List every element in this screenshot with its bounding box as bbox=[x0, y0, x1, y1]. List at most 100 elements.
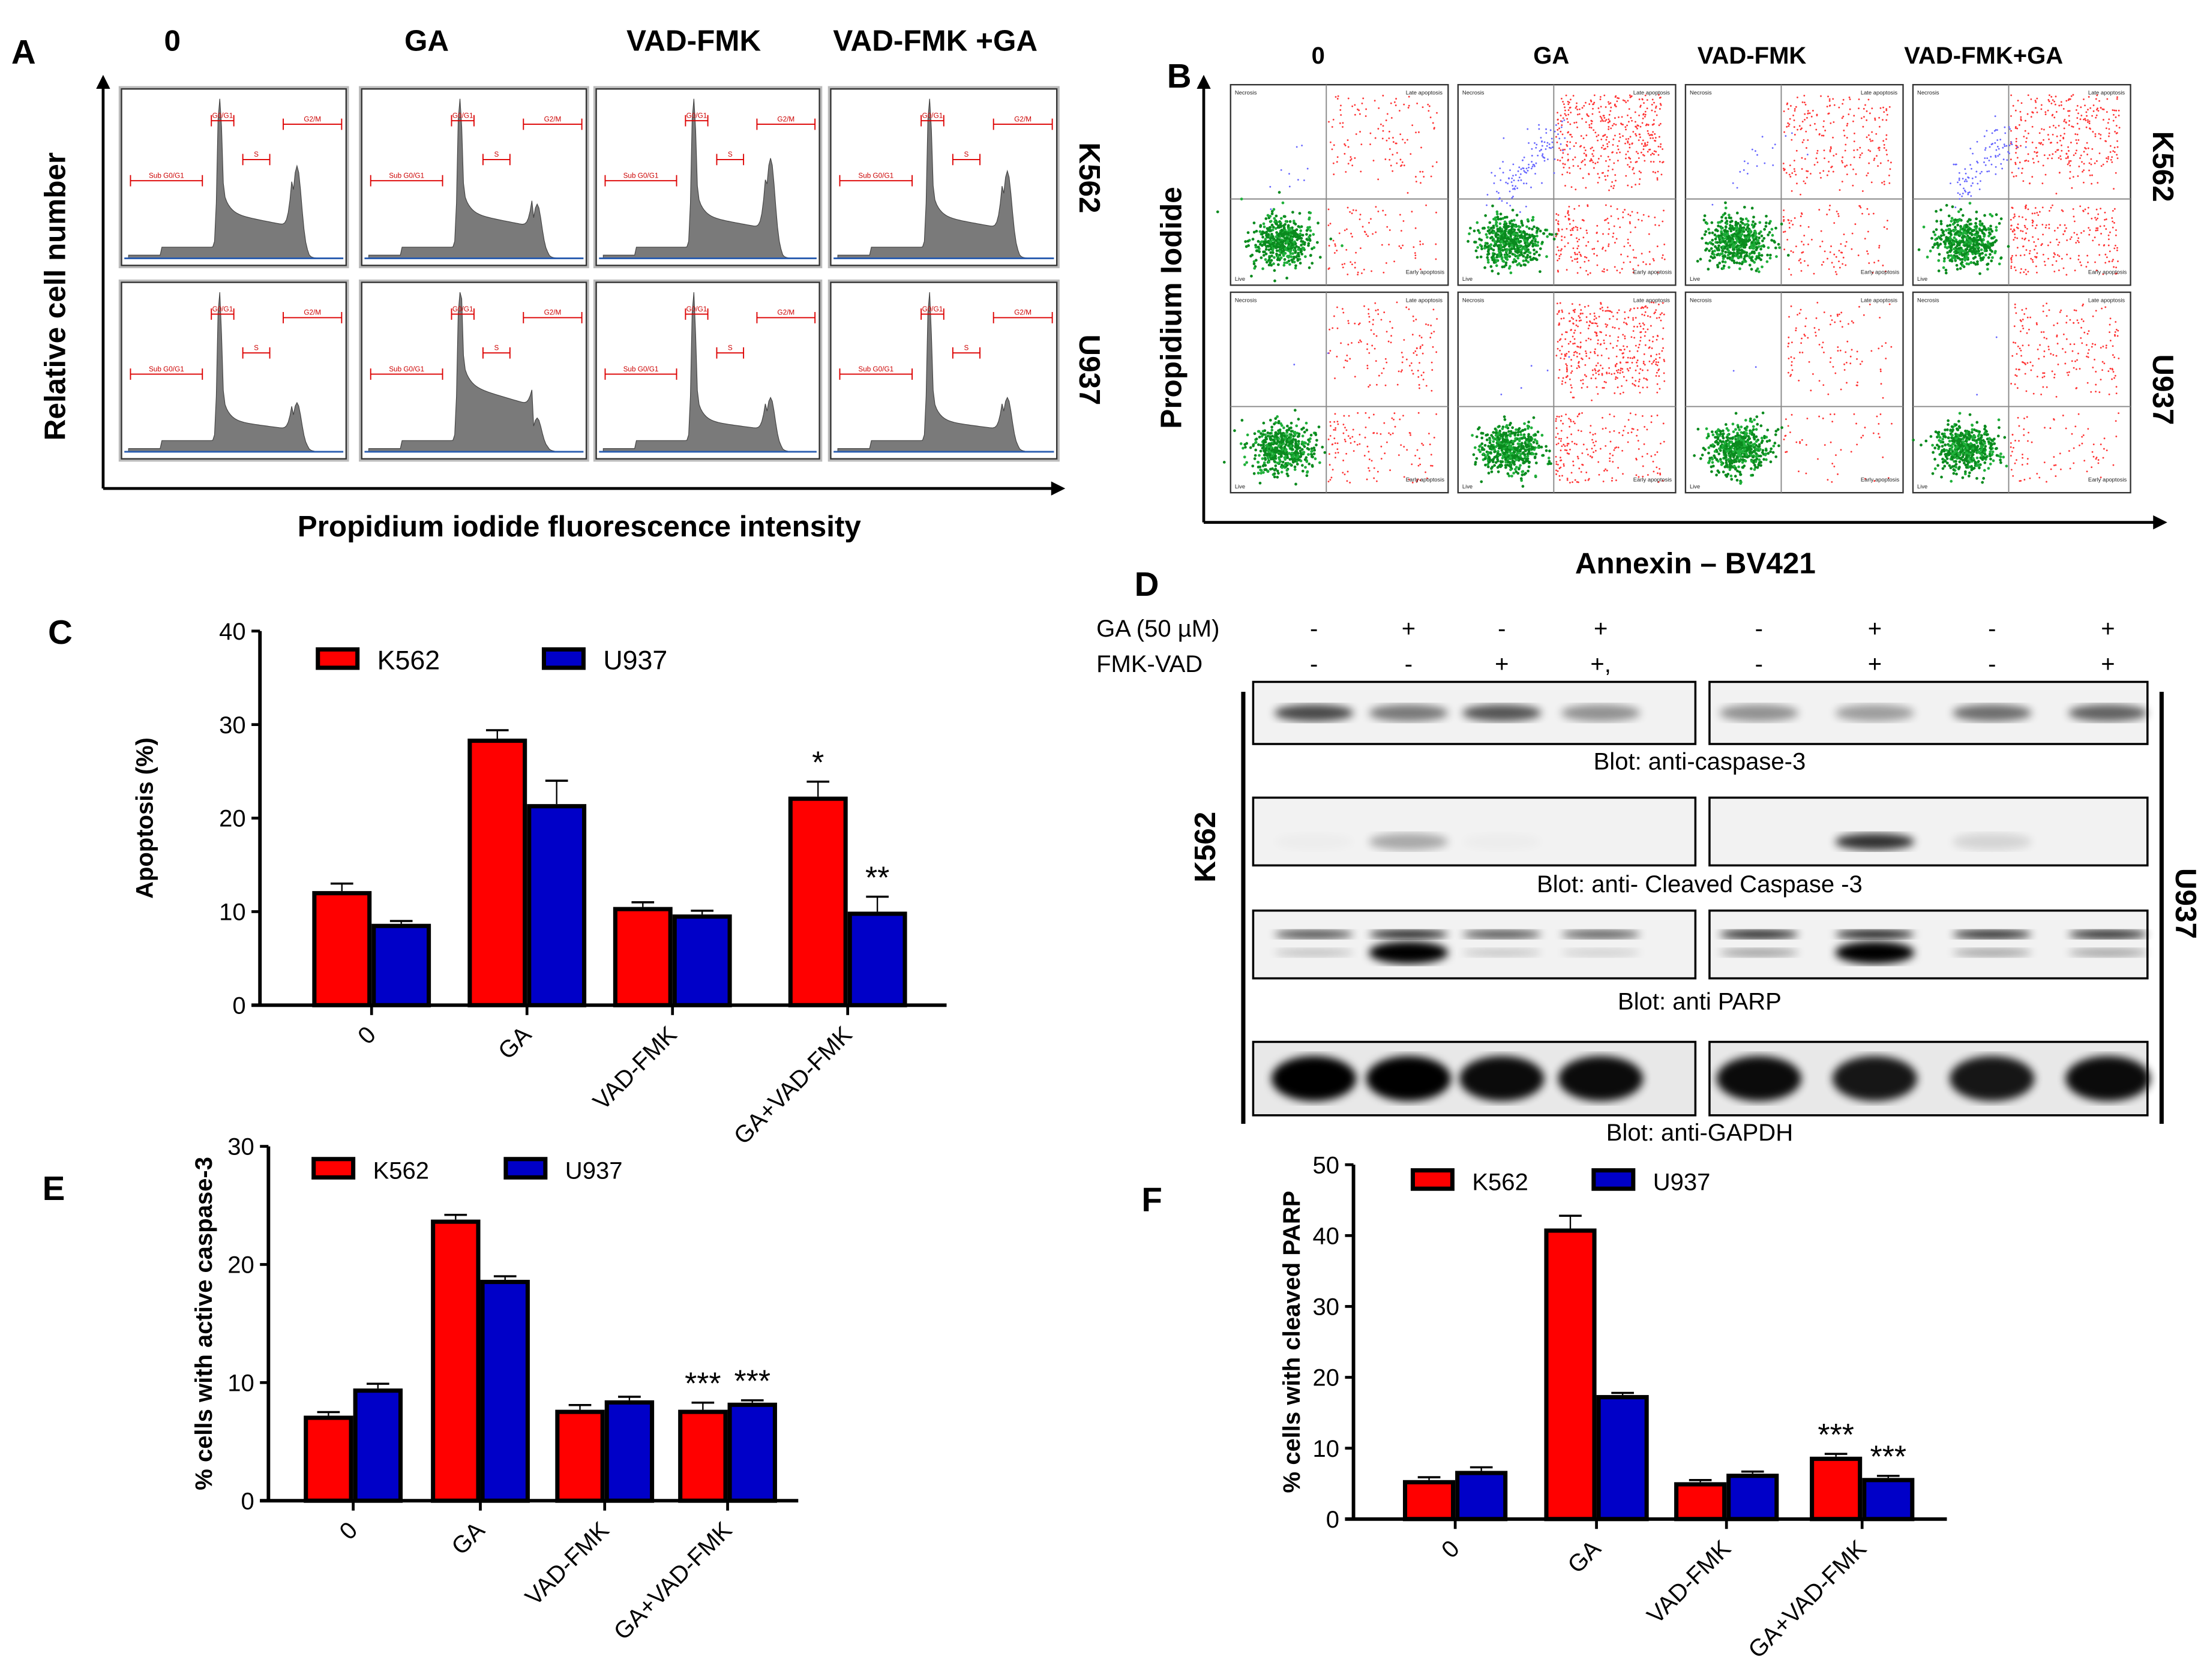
gate-label: Sub G0/G1 bbox=[858, 365, 893, 373]
gate-label: Sub G0/G1 bbox=[623, 172, 659, 179]
late-apoptosis-dot bbox=[1635, 121, 1636, 123]
live-cell-dot bbox=[1251, 238, 1255, 241]
early-apoptosis-dot bbox=[1328, 267, 1330, 269]
early-apoptosis-dot bbox=[2016, 237, 2019, 239]
live-cell-dot bbox=[1717, 224, 1720, 227]
late-apoptosis-dot bbox=[1403, 339, 1405, 341]
late-apoptosis-dot bbox=[1657, 145, 1660, 148]
early-apoptosis-dot bbox=[1582, 236, 1585, 239]
early-apoptosis-dot bbox=[1585, 256, 1588, 259]
live-cell-dot bbox=[1292, 220, 1296, 223]
early-apoptosis-dot bbox=[1654, 224, 1657, 226]
live-cell-dot bbox=[1743, 255, 1747, 258]
early-apoptosis-dot bbox=[1790, 220, 1792, 222]
late-apoptosis-dot bbox=[1801, 168, 1803, 170]
late-apoptosis-dot bbox=[2031, 176, 2034, 178]
necrosis-dot bbox=[1551, 137, 1553, 140]
early-apoptosis-dot bbox=[1842, 256, 1845, 259]
early-apoptosis-dot bbox=[2027, 208, 2029, 211]
live-cell-dot bbox=[1294, 442, 1297, 445]
early-apoptosis-dot bbox=[2020, 254, 2022, 257]
late-apoptosis-dot bbox=[1373, 333, 1375, 335]
live-cell-dot bbox=[1940, 234, 1943, 238]
live-cell-dot bbox=[1245, 245, 1248, 248]
necrosis-dot bbox=[1555, 124, 1557, 126]
late-apoptosis-dot bbox=[1659, 146, 1662, 148]
late-apoptosis-dot bbox=[1654, 137, 1657, 139]
late-apoptosis-dot bbox=[2049, 94, 2050, 97]
live-cell-dot bbox=[1988, 246, 1992, 250]
live-cell-dot bbox=[1544, 229, 1547, 232]
early-apoptosis-dot bbox=[1576, 229, 1579, 231]
live-cell-dot bbox=[1272, 438, 1275, 442]
live-cell-dot bbox=[1705, 247, 1708, 251]
late-apoptosis-dot bbox=[1590, 127, 1593, 129]
live-cell-dot bbox=[1986, 262, 1990, 266]
early-apoptosis-dot bbox=[2044, 226, 2047, 229]
early-apoptosis-dot bbox=[2079, 261, 2082, 263]
live-cell-dot bbox=[1771, 233, 1774, 237]
live-cell-dot bbox=[1917, 248, 1921, 251]
late-apoptosis-dot bbox=[1562, 152, 1564, 154]
early-apoptosis-dot bbox=[1365, 426, 1367, 428]
late-apoptosis-dot bbox=[2021, 172, 2023, 174]
live-cell-dot bbox=[1278, 226, 1281, 229]
live-cell-dot bbox=[1295, 424, 1299, 428]
late-apoptosis-dot bbox=[1849, 164, 1852, 166]
late-apoptosis-dot bbox=[1618, 140, 1620, 142]
early-apoptosis-dot bbox=[1859, 205, 1861, 208]
early-apoptosis-dot bbox=[1638, 218, 1640, 221]
late-apoptosis-dot bbox=[1380, 319, 1383, 321]
early-apoptosis-dot bbox=[1623, 262, 1625, 263]
early-apoptosis-dot bbox=[1342, 460, 1345, 461]
necrosis-dot bbox=[1959, 193, 1961, 196]
live-cell-dot bbox=[1290, 258, 1293, 262]
early-apoptosis-dot bbox=[1833, 222, 1836, 224]
live-cell-dot bbox=[1531, 242, 1535, 245]
live-cell-dot bbox=[1254, 448, 1258, 452]
row-label: K562 bbox=[1073, 142, 1106, 213]
late-apoptosis-dot bbox=[1869, 112, 1871, 115]
live-cell-dot bbox=[1275, 448, 1279, 452]
live-cell-dot bbox=[1284, 251, 1287, 255]
late-apoptosis-dot bbox=[2097, 110, 2100, 112]
live-cell-dot bbox=[1490, 226, 1493, 230]
late-apoptosis-dot bbox=[1629, 143, 1631, 146]
early-apoptosis-dot bbox=[2097, 229, 2099, 232]
necrosis-dot bbox=[1995, 156, 1997, 158]
early-apoptosis-dot bbox=[2115, 234, 2117, 236]
late-apoptosis-dot bbox=[1576, 126, 1578, 128]
late-apoptosis-dot bbox=[2025, 140, 2027, 143]
late-apoptosis-dot bbox=[1634, 111, 1636, 113]
live-cell-dot bbox=[1301, 469, 1305, 473]
late-apoptosis-dot bbox=[2044, 111, 2047, 113]
late-apoptosis-dot bbox=[1344, 143, 1346, 145]
live-cell-dot bbox=[1298, 235, 1302, 238]
necrosis-dot bbox=[1541, 140, 1543, 142]
quadrant-label: Live bbox=[1235, 483, 1245, 490]
live-cell-dot bbox=[1954, 218, 1957, 221]
necrosis-dot bbox=[1806, 154, 1809, 156]
late-apoptosis-dot bbox=[2034, 151, 2036, 153]
live-cell-dot bbox=[1260, 432, 1263, 435]
late-apoptosis-dot bbox=[1333, 144, 1335, 146]
early-apoptosis-dot bbox=[2034, 248, 2035, 251]
live-cell-dot bbox=[1274, 451, 1278, 454]
live-cell-dot bbox=[1970, 233, 1974, 236]
early-apoptosis-dot bbox=[1833, 253, 1836, 256]
early-apoptosis-dot bbox=[1783, 248, 1786, 251]
live-cell-dot bbox=[1718, 241, 1722, 244]
live-cell-dot bbox=[1953, 247, 1956, 251]
early-apoptosis-dot bbox=[2017, 223, 2019, 226]
live-cell-dot bbox=[1740, 233, 1744, 236]
live-cell-dot bbox=[1945, 246, 1949, 250]
late-apoptosis-dot bbox=[1657, 94, 1660, 96]
late-apoptosis-dot bbox=[2069, 170, 2071, 173]
live-cell-dot bbox=[1528, 233, 1531, 237]
live-cell-dot bbox=[1512, 233, 1515, 236]
live-cell-dot bbox=[1286, 254, 1290, 258]
late-apoptosis-dot bbox=[1560, 149, 1562, 151]
late-apoptosis-dot bbox=[1593, 129, 1595, 131]
necrosis-dot bbox=[1523, 182, 1525, 185]
